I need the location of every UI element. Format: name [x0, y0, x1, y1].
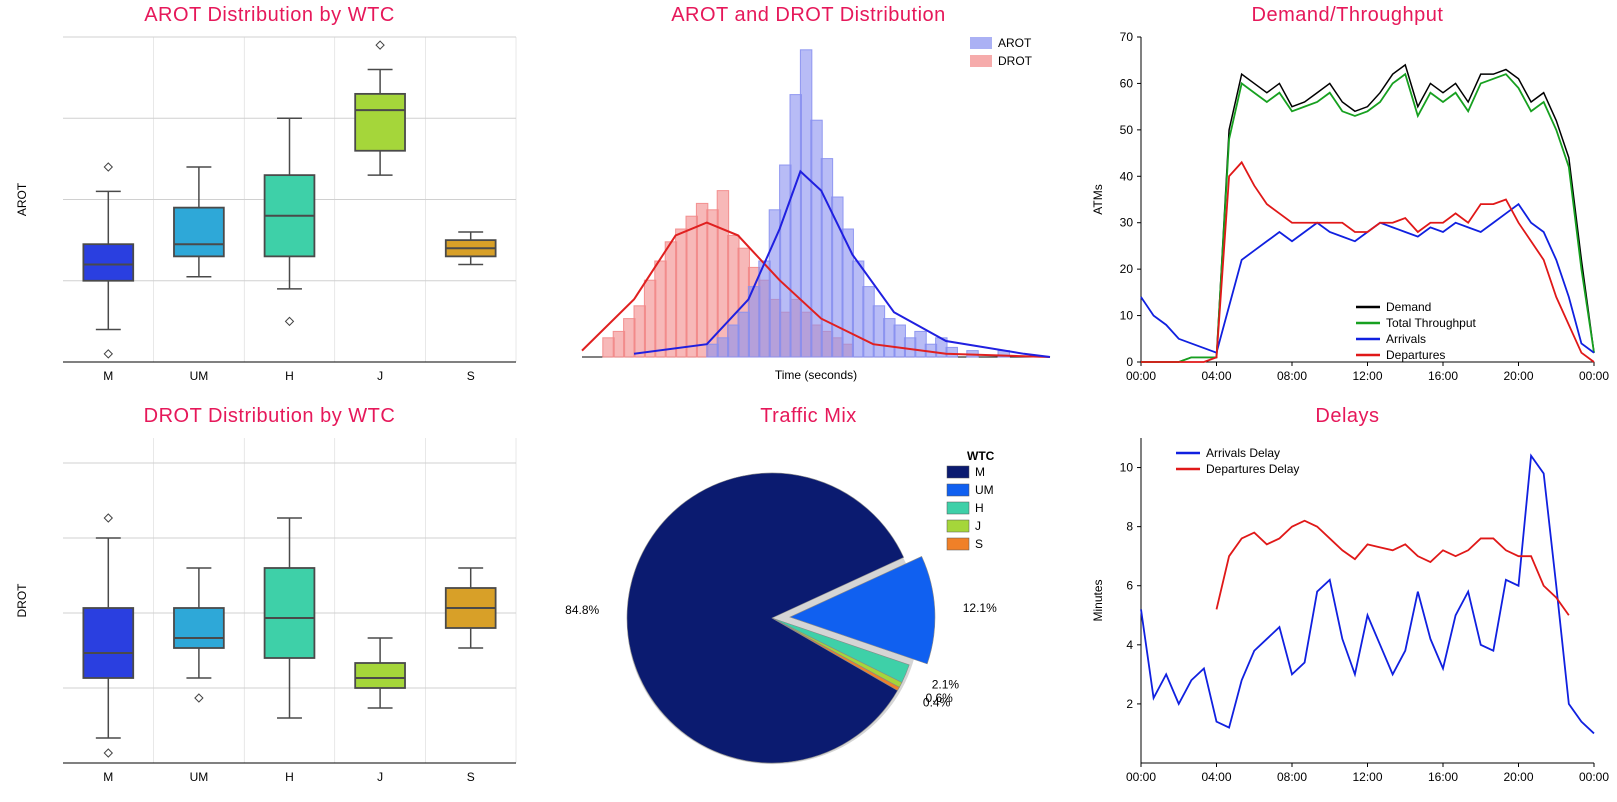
svg-text:00:00: 00:00	[1579, 770, 1609, 784]
svg-text:2: 2	[1126, 697, 1133, 711]
svg-text:10: 10	[1120, 309, 1134, 323]
title-hist: AROT and DROT Distribution	[547, 4, 1070, 27]
svg-text:2.1%: 2.1%	[932, 678, 960, 692]
svg-text:S: S	[467, 369, 475, 383]
svg-text:08:00: 08:00	[1277, 770, 1307, 784]
chart-hist: Time (seconds) AROT DROT	[547, 27, 1070, 392]
svg-text:40: 40	[1120, 169, 1134, 183]
svg-text:12:00: 12:00	[1352, 369, 1382, 383]
svg-text:M: M	[975, 465, 985, 479]
svg-text:UM: UM	[975, 483, 994, 497]
panel-pie: Traffic Mix 84.8%12.1%2.1%0.6%0.4%WTCMUM…	[539, 401, 1078, 802]
svg-text:08:00: 08:00	[1277, 369, 1307, 383]
svg-text:DROT: DROT	[15, 583, 29, 618]
svg-text:WTC: WTC	[967, 449, 995, 463]
svg-text:J: J	[377, 369, 383, 383]
svg-text:70: 70	[1120, 30, 1134, 44]
svg-text:04:00: 04:00	[1201, 770, 1231, 784]
svg-text:Departures: Departures	[1386, 348, 1445, 362]
chart-arot-box: AROT M UM H J S	[8, 27, 531, 392]
panel-arot-box: AROT Distribution by WTC AROT M UM H J S	[0, 0, 539, 401]
svg-text:16:00: 16:00	[1428, 770, 1458, 784]
svg-text:20: 20	[1120, 262, 1134, 276]
svg-text:00:00: 00:00	[1126, 369, 1156, 383]
svg-text:Arrivals Delay: Arrivals Delay	[1206, 446, 1280, 460]
panel-hist: AROT and DROT Distribution Time (seconds…	[539, 0, 1078, 401]
svg-text:04:00: 04:00	[1201, 369, 1231, 383]
svg-text:J: J	[975, 519, 981, 533]
svg-text:4: 4	[1126, 638, 1133, 652]
svg-text:M: M	[103, 770, 113, 784]
svg-text:0: 0	[1126, 355, 1133, 369]
title-pie: Traffic Mix	[547, 405, 1070, 428]
svg-text:S: S	[975, 537, 983, 551]
svg-text:60: 60	[1120, 76, 1134, 90]
svg-text:16:00: 16:00	[1428, 369, 1458, 383]
svg-text:DROT: DROT	[998, 54, 1033, 68]
svg-text:12:00: 12:00	[1352, 770, 1382, 784]
svg-text:H: H	[285, 770, 294, 784]
svg-text:10: 10	[1120, 461, 1134, 475]
svg-text:Minutes: Minutes	[1091, 579, 1105, 621]
svg-text:UM: UM	[190, 369, 209, 383]
svg-text:Time (seconds): Time (seconds)	[775, 368, 857, 382]
svg-text:84.8%: 84.8%	[565, 603, 599, 617]
svg-text:J: J	[377, 770, 383, 784]
svg-text:00:00: 00:00	[1126, 770, 1156, 784]
svg-text:20:00: 20:00	[1503, 369, 1533, 383]
title-delays: Delays	[1086, 405, 1609, 428]
svg-text:AROT: AROT	[15, 182, 29, 216]
svg-text:30: 30	[1120, 216, 1134, 230]
panel-demand: Demand/Throughput 0 10 20 30 40 50 60 70 ATMs 00:…	[1078, 0, 1617, 401]
svg-text:20:00: 20:00	[1503, 770, 1533, 784]
title-demand: Demand/Throughput	[1086, 4, 1609, 27]
svg-text:ATMs: ATMs	[1091, 184, 1105, 214]
panel-delays: Delays 2 4 6 8 10 Minutes 00:00 04:00 08:00 12:00…	[1078, 401, 1617, 802]
svg-text:Departures Delay: Departures Delay	[1206, 462, 1299, 476]
svg-text:00:00: 00:00	[1579, 369, 1609, 383]
svg-text:Total Throughput: Total Throughput	[1386, 316, 1477, 330]
svg-text:H: H	[975, 501, 984, 515]
svg-text:8: 8	[1126, 520, 1133, 534]
chart-demand: 0 10 20 30 40 50 60 70 ATMs 00:00 04:00 08:00 12:00 1…	[1086, 27, 1609, 392]
svg-text:AROT: AROT	[998, 36, 1032, 50]
svg-text:M: M	[103, 369, 113, 383]
svg-text:UM: UM	[190, 770, 209, 784]
title-drot-box: DROT Distribution by WTC	[8, 405, 531, 428]
svg-text:0.4%: 0.4%	[923, 696, 951, 710]
chart-delays: 2 4 6 8 10 Minutes 00:00 04:00 08:00 12:00 16:00 20…	[1086, 428, 1609, 793]
title-arot-box: AROT Distribution by WTC	[8, 4, 531, 27]
svg-text:12.1%: 12.1%	[963, 601, 997, 615]
svg-text:Arrivals: Arrivals	[1386, 332, 1426, 346]
svg-text:Demand: Demand	[1386, 300, 1431, 314]
chart-pie: 84.8%12.1%2.1%0.6%0.4%WTCMUMHJS	[547, 428, 1070, 793]
panel-drot-box: DROT Distribution by WTC DROT M UM H J S	[0, 401, 539, 802]
chart-drot-box: DROT M UM H J S	[8, 428, 531, 793]
svg-text:50: 50	[1120, 123, 1134, 137]
svg-text:6: 6	[1126, 579, 1133, 593]
svg-text:H: H	[285, 369, 294, 383]
svg-text:S: S	[467, 770, 475, 784]
